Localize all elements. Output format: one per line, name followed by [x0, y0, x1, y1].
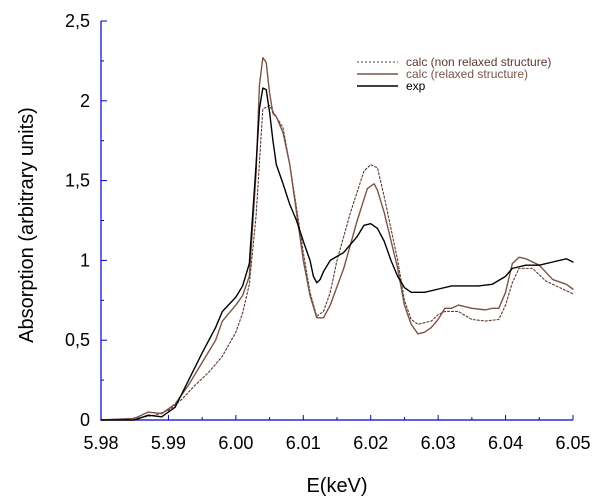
x-tick-label: 6.01	[286, 433, 321, 453]
legend-label: exp	[406, 79, 426, 93]
y-axis-title: Absorption (arbitrary units)	[16, 107, 38, 343]
x-tick-label: 6.03	[421, 433, 456, 453]
series-line-exp	[100, 87, 574, 421]
y-tick-label: 2,5	[65, 11, 90, 31]
y-tick-label: 2	[80, 91, 90, 111]
legend-label: calc (non relaxed structure)	[406, 55, 551, 69]
x-axis-title: E(keV)	[306, 475, 367, 497]
x-ticks: 5.98 5.99 6.00 6.01 6.02 6.03 6.04 6.05	[83, 415, 591, 453]
x-tick-label: 6.05	[555, 433, 590, 453]
y-ticks: 0 0,5 1 1,5 2 2,5	[65, 11, 107, 430]
legend-label: calc (relaxed structure)	[406, 67, 528, 81]
series-layer	[100, 57, 574, 421]
x-tick-label: 6.00	[218, 433, 253, 453]
x-tick-label: 5.98	[83, 433, 118, 453]
legend: calc (non relaxed structure)calc (relaxe…	[357, 55, 551, 93]
y-tick-label: 1	[80, 250, 90, 270]
series-line-calc-non-relaxed-structure	[100, 105, 574, 421]
y-tick-label: 0,5	[65, 330, 90, 350]
x-tick-label: 6.04	[488, 433, 523, 453]
x-tick-label: 5.99	[151, 433, 186, 453]
y-tick-label: 0	[80, 410, 90, 430]
series-line-calc-relaxed-structure	[100, 57, 574, 421]
y-tick-label: 1,5	[65, 171, 90, 191]
x-tick-label: 6.02	[353, 433, 388, 453]
